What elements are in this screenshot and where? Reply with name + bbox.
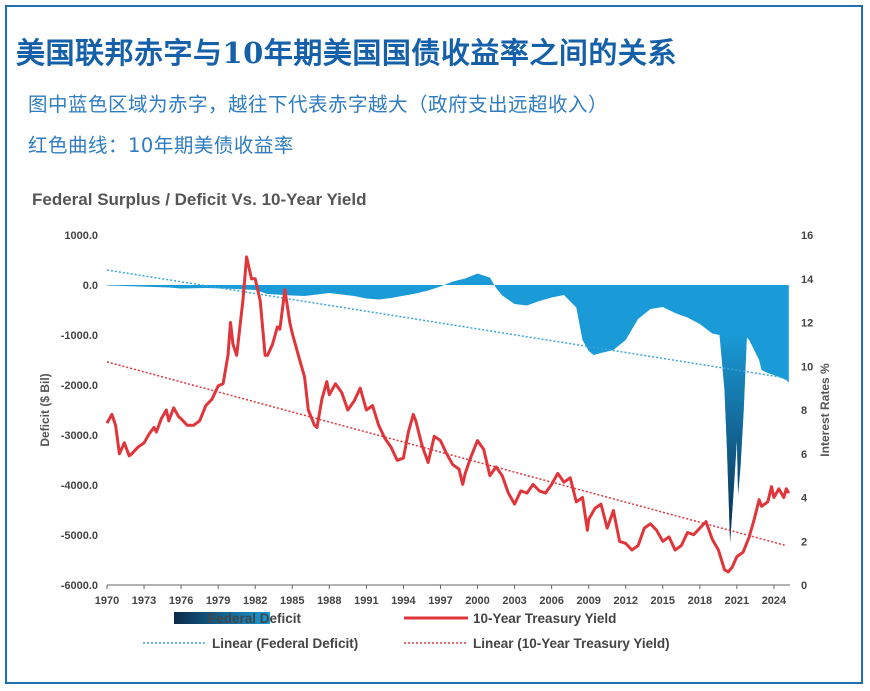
y-axis-left-label: Deficit ($ Bil) (38, 373, 52, 446)
y-left-tick-label: -6000.0 (61, 580, 98, 592)
legend-deficit-label: Federal Deficit (208, 611, 302, 626)
y-right-tick-label: 16 (801, 230, 813, 242)
x-tick-label: 1976 (169, 595, 193, 607)
chart-panel (10, 182, 855, 675)
deficit-area (107, 273, 789, 543)
y-right-tick-label: 10 (801, 361, 813, 373)
y-left-tick-label: -5000.0 (61, 530, 98, 542)
x-tick-label: 2012 (613, 595, 637, 607)
page-title: 美国联邦赤字与10年期美国国债收益率之间的关系 (16, 36, 677, 70)
deficit-trendline (106, 269, 787, 379)
deficit-spike-area (719, 335, 747, 543)
x-tick-label: 2024 (762, 595, 787, 607)
y-right-tick-label: 14 (801, 274, 814, 286)
x-tick-label: 1982 (243, 595, 267, 607)
y-right-tick-label: 6 (801, 449, 807, 461)
y-right-tick-label: 2 (801, 536, 807, 548)
x-tick-label: 2009 (576, 595, 600, 607)
x-tick-label: 1991 (354, 595, 378, 607)
x-tick-label: 1970 (95, 595, 119, 607)
y-axis-right-label: Interest Rates % (818, 363, 832, 457)
x-tick-label: 2006 (539, 595, 563, 607)
x-tick-label: 2018 (688, 595, 712, 607)
x-tick-label: 2021 (725, 595, 749, 607)
x-tick-label: 2000 (465, 595, 489, 607)
y-right-tick-label: 4 (801, 493, 808, 505)
y-left-tick-label: 1000.0 (64, 230, 98, 242)
x-tick-label: 1979 (206, 595, 230, 607)
x-tick-label: 2003 (502, 595, 526, 607)
subtitle-yield-note: 红色曲线：10年期美债收益率 (28, 134, 294, 157)
yield-line (105, 255, 791, 574)
yield-trendline (106, 361, 787, 547)
x-tick-label: 1997 (428, 595, 452, 607)
chart-title: Federal Surplus / Deficit Vs. 10-Year Yi… (32, 190, 366, 209)
x-tick-label: 1973 (132, 595, 156, 607)
y-left-tick-label: -2000.0 (61, 380, 98, 392)
legend-deficit-swatch (174, 612, 270, 624)
legend: Federal Deficit 10-Year Treasury Yield L… (143, 611, 670, 651)
x-tick-label: 1988 (317, 595, 341, 607)
legend-deficit-trend-label: Linear (Federal Deficit) (212, 636, 358, 651)
y-left-tick-label: -3000.0 (61, 430, 98, 442)
legend-yield-trend-label: Linear (10-Year Treasury Yield) (473, 636, 670, 651)
y-left-tick-label: 0.0 (83, 280, 98, 292)
y-right-tick-label: 8 (801, 405, 807, 417)
y-left-tick-label: -1000.0 (61, 330, 98, 342)
y-right-tick-label: 12 (801, 318, 813, 330)
y-right-tick-label: 0 (801, 580, 807, 592)
x-tick-label: 1985 (280, 595, 304, 607)
y-left-tick-label: -4000.0 (61, 480, 98, 492)
x-tick-label: 2015 (651, 595, 675, 607)
subtitle-deficit-note: 图中蓝色区域为赤字，越往下代表赤字越大（政府支出远超收入） (28, 93, 609, 116)
legend-yield-label: 10-Year Treasury Yield (473, 611, 616, 626)
x-tick-label: 1994 (391, 595, 416, 607)
